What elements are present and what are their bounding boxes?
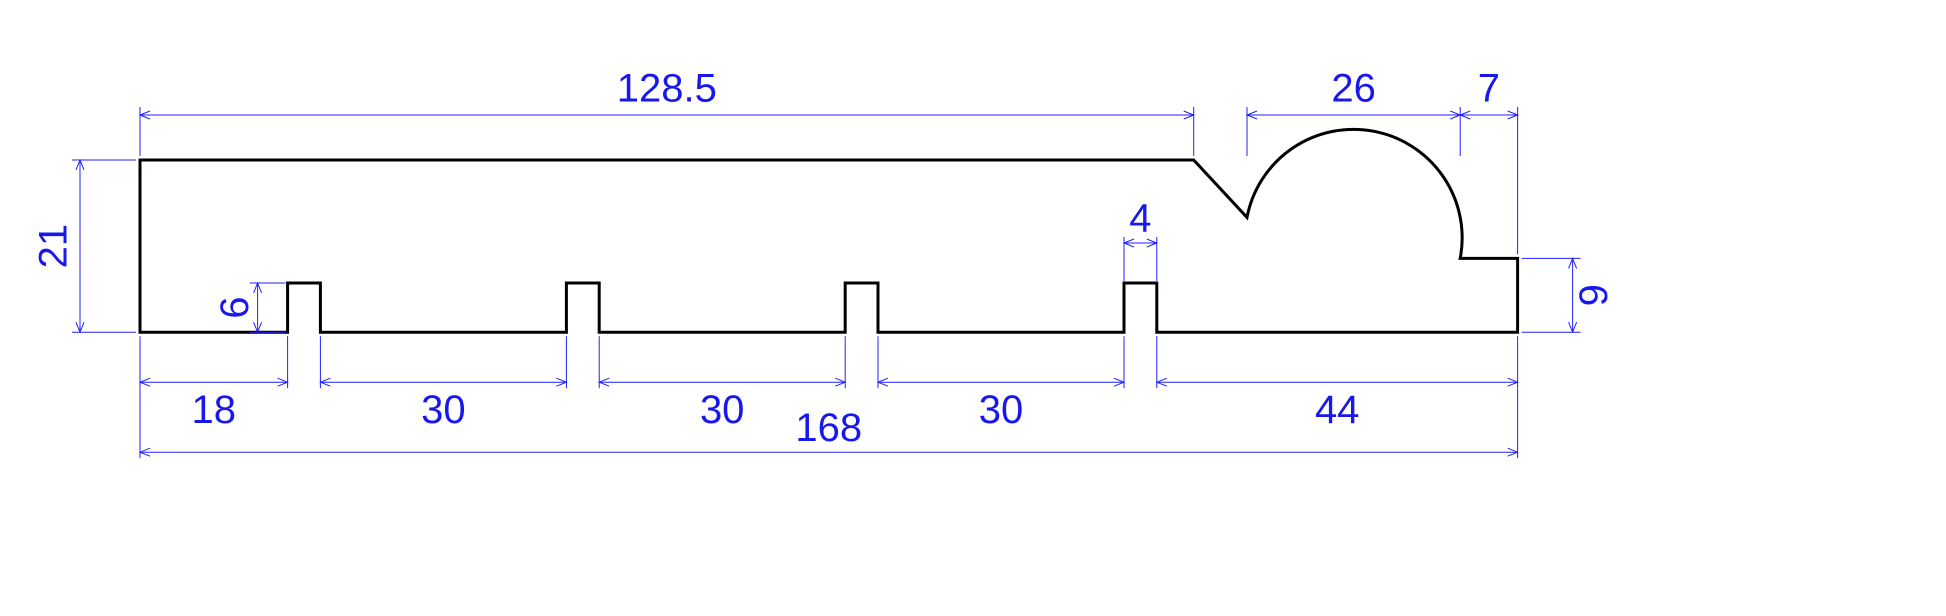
dim-notch-width-label: 4: [1129, 197, 1151, 241]
dim-top-arc-label: 26: [1331, 67, 1376, 111]
dim-right-ledge-label: 9: [1572, 284, 1616, 306]
dim-top-main-label: 128.5: [617, 67, 717, 111]
dim-bottom-seg-label-0: 18: [192, 388, 237, 432]
dim-top-right-label: 7: [1478, 67, 1500, 111]
dim-notch-height-label: 6: [213, 296, 257, 318]
dim-bottom-seg-label-2: 30: [700, 388, 745, 432]
dim-bottom-total-label: 168: [795, 406, 862, 450]
dim-bottom-seg-label-4: 44: [1315, 388, 1360, 432]
profile-diagram: 128.5 26 7 21 6 4 9 18 30 30 30 44 168: [0, 0, 1946, 616]
dim-bottom-seg-label-3: 30: [979, 388, 1024, 432]
dim-bottom-seg-label-1: 30: [421, 388, 466, 432]
profile-outline: [140, 129, 1518, 332]
dim-left-height-label: 21: [32, 224, 76, 269]
